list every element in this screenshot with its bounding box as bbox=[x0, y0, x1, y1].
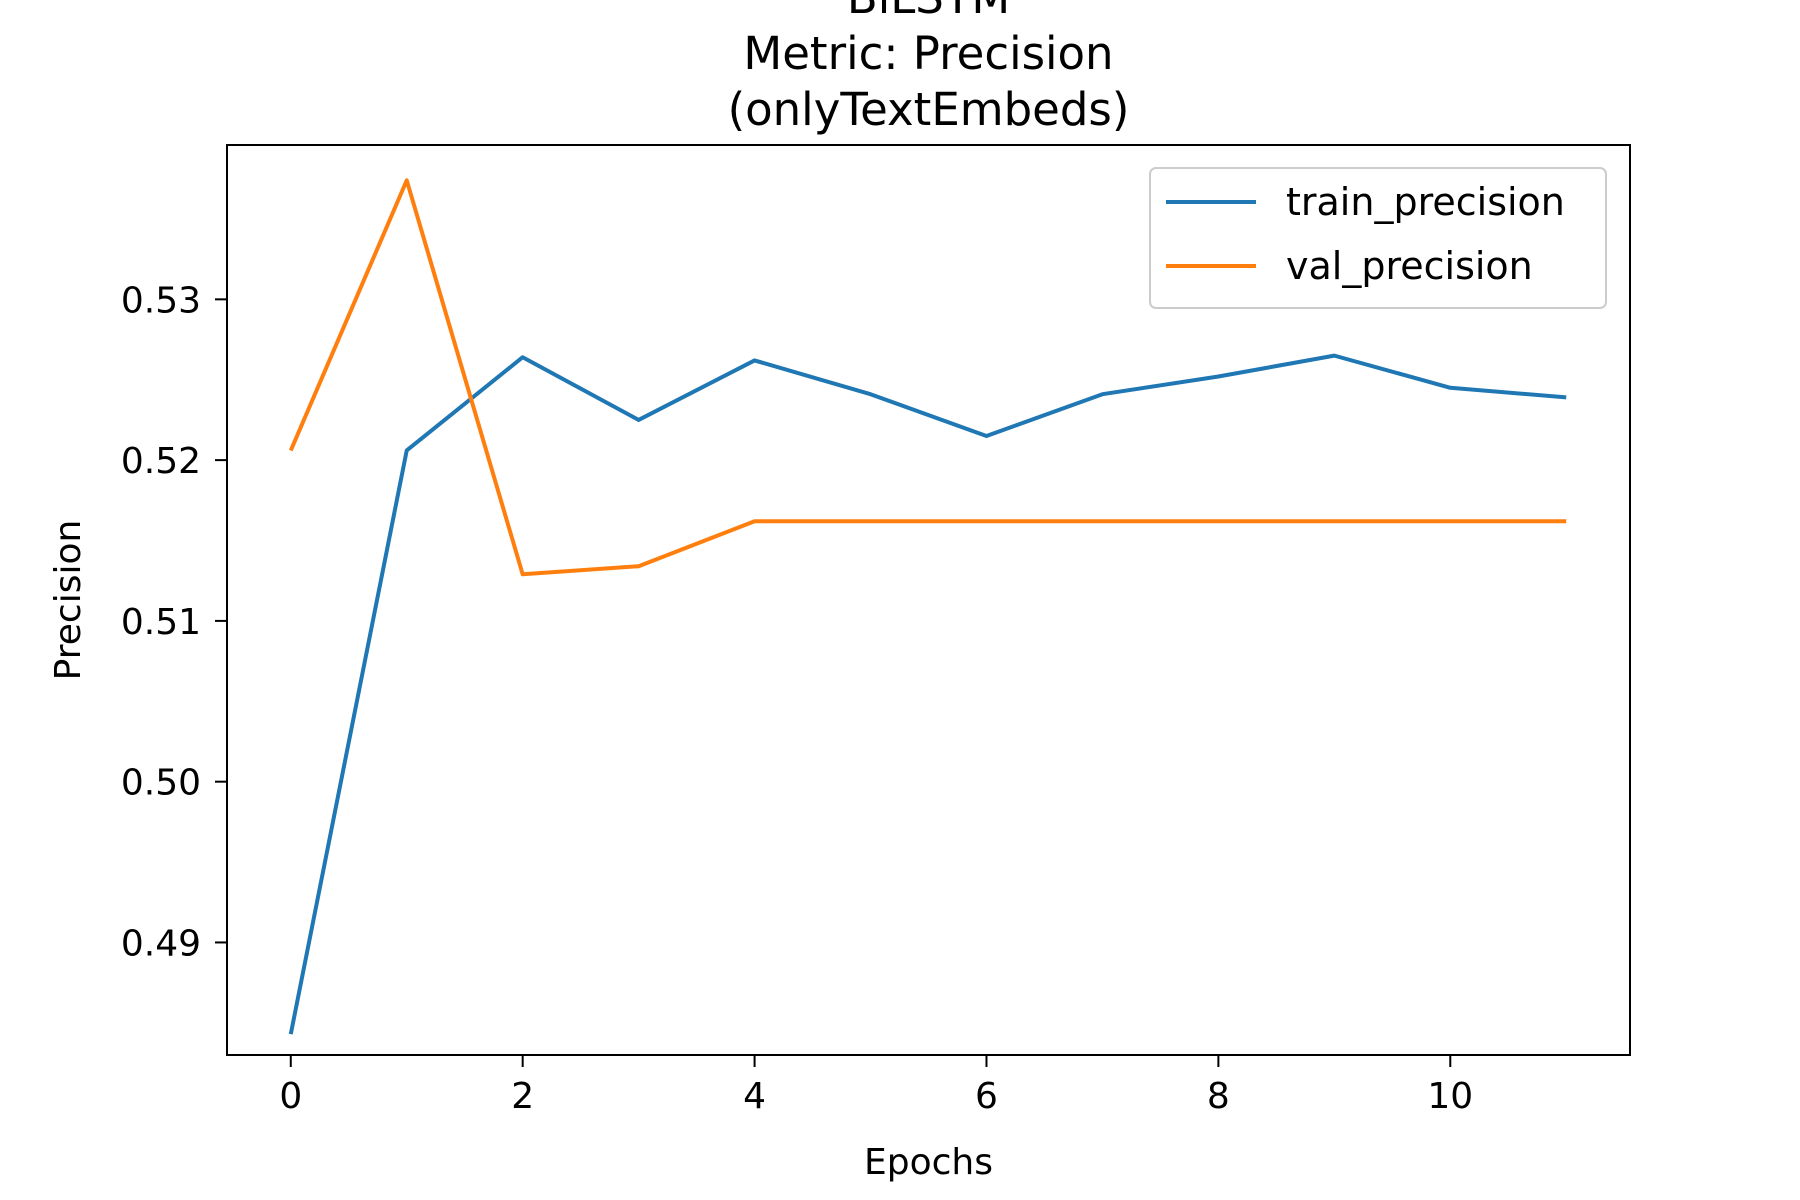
chart-title-line: BiLSTM bbox=[847, 0, 1010, 24]
x-tick-label: 6 bbox=[975, 1076, 998, 1117]
legend: train_precision val_precision bbox=[1149, 167, 1607, 309]
y-axis-label: Precision bbox=[48, 520, 89, 681]
legend-label: val_precision bbox=[1286, 244, 1533, 288]
chart-title-line: (onlyTextEmbeds) bbox=[728, 83, 1130, 136]
y-tick-label: 0.50 bbox=[121, 763, 201, 804]
series-line-train_precision bbox=[288, 353, 1567, 1035]
series-lines bbox=[288, 178, 1567, 1035]
x-axis-label: Epochs bbox=[864, 1142, 993, 1183]
y-axis-ticks: 0.49 0.50 0.51 0.52 0.53 bbox=[121, 280, 227, 964]
plot-area bbox=[226, 144, 1631, 1056]
y-tick-label: 0.51 bbox=[121, 602, 201, 643]
y-tick-label: 0.53 bbox=[121, 280, 201, 321]
chart-title: BiLSTM Metric: Precision(onlyTextEmbeds) bbox=[728, 0, 1130, 136]
x-tick-label: 4 bbox=[743, 1076, 766, 1117]
series-line-val_precision bbox=[288, 178, 1567, 577]
legend-label: train_precision bbox=[1286, 180, 1565, 224]
x-tick-label: 2 bbox=[511, 1076, 534, 1117]
x-tick-label: 0 bbox=[279, 1076, 302, 1117]
y-tick-label: 0.49 bbox=[121, 923, 201, 964]
chart-title-line: Metric: Precision bbox=[743, 27, 1113, 80]
x-axis-ticks: 0 2 4 6 8 10 bbox=[279, 1055, 1473, 1117]
y-tick-label: 0.52 bbox=[121, 441, 201, 482]
x-tick-label: 10 bbox=[1427, 1076, 1473, 1117]
x-tick-label: 8 bbox=[1207, 1076, 1230, 1117]
legend-box bbox=[1149, 167, 1607, 309]
